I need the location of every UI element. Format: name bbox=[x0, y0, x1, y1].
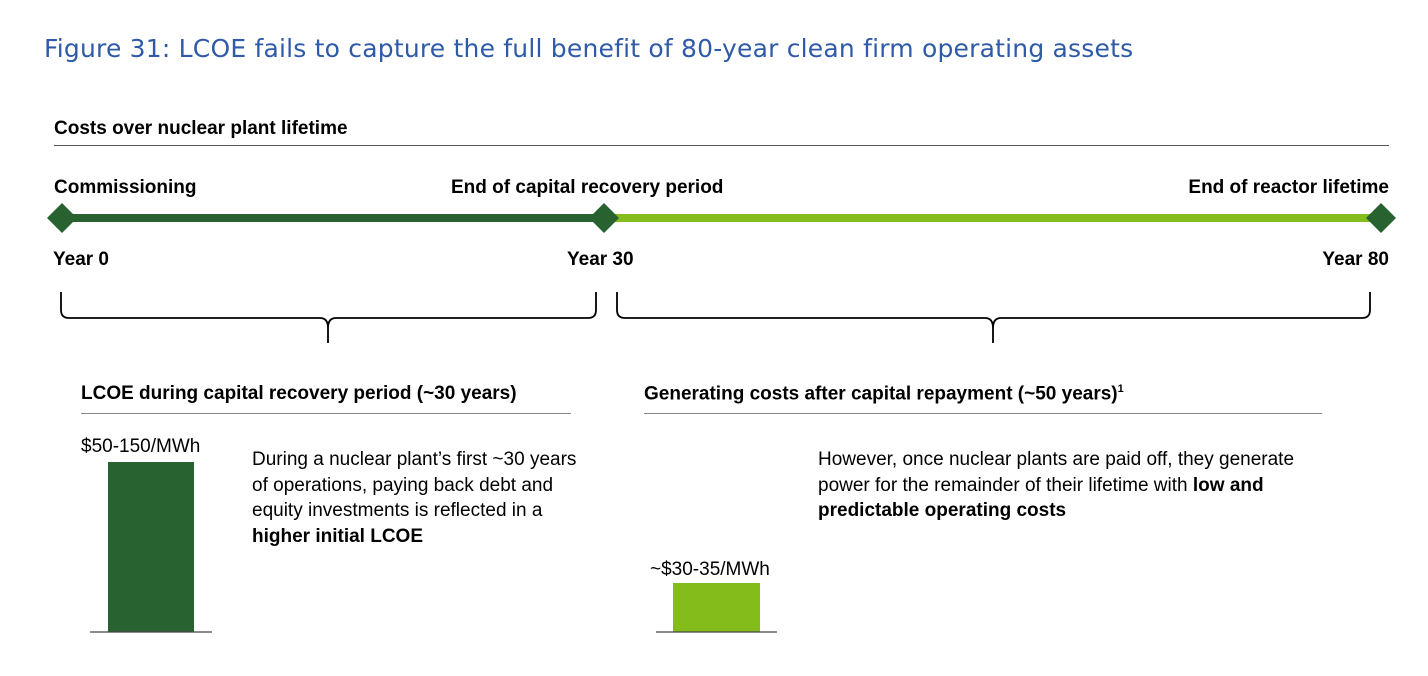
panel-rule-recovery bbox=[81, 413, 571, 414]
description-recovery-text: During a nuclear plant’s first ~30 years… bbox=[252, 449, 577, 521]
milestone-marker-end bbox=[1366, 203, 1396, 233]
value-label-after: ~$30-35/MWh bbox=[650, 559, 770, 580]
milestone-label-reactor-lifetime-end: End of reactor lifetime bbox=[1188, 177, 1389, 198]
milestone-label-capital-recovery-end: End of capital recovery period bbox=[451, 177, 724, 198]
milestone-label-commissioning: Commissioning bbox=[54, 177, 197, 198]
panel-rule-after bbox=[644, 413, 1322, 414]
description-after-text: However, once nuclear plants are paid of… bbox=[818, 449, 1295, 496]
bar-lcoe-recovery bbox=[108, 462, 194, 632]
panel-heading-recovery: LCOE during capital recovery period (~30… bbox=[81, 383, 517, 404]
panel-heading-after-text: Generating costs after capital repayment… bbox=[644, 383, 1118, 405]
description-after: However, once nuclear plants are paid of… bbox=[818, 447, 1298, 524]
year-label-end: Year 80 bbox=[1322, 249, 1389, 270]
footnote-marker: 1 bbox=[1117, 383, 1124, 395]
description-recovery-emphasis: higher initial LCOE bbox=[252, 525, 424, 547]
figure-title: Figure 31: LCOE fails to capture the ful… bbox=[44, 34, 1134, 63]
brace-recovery-period bbox=[60, 292, 597, 343]
section-heading-rule bbox=[54, 145, 1389, 146]
description-after-emphasis: low and predictable operating costs bbox=[818, 474, 1264, 522]
section-heading: Costs over nuclear plant lifetime bbox=[54, 118, 348, 139]
year-label-start: Year 0 bbox=[53, 249, 109, 270]
description-recovery: During a nuclear plant’s first ~30 years… bbox=[252, 447, 582, 549]
bar-generating-cost-after bbox=[673, 583, 760, 632]
brace-after-repayment bbox=[616, 292, 1371, 343]
year-label-mid: Year 30 bbox=[567, 249, 634, 270]
panel-heading-after: Generating costs after capital repayment… bbox=[644, 383, 1124, 405]
milestone-marker-mid bbox=[589, 203, 619, 233]
milestone-marker-start bbox=[47, 203, 77, 233]
value-label-recovery: $50-150/MWh bbox=[81, 436, 201, 457]
